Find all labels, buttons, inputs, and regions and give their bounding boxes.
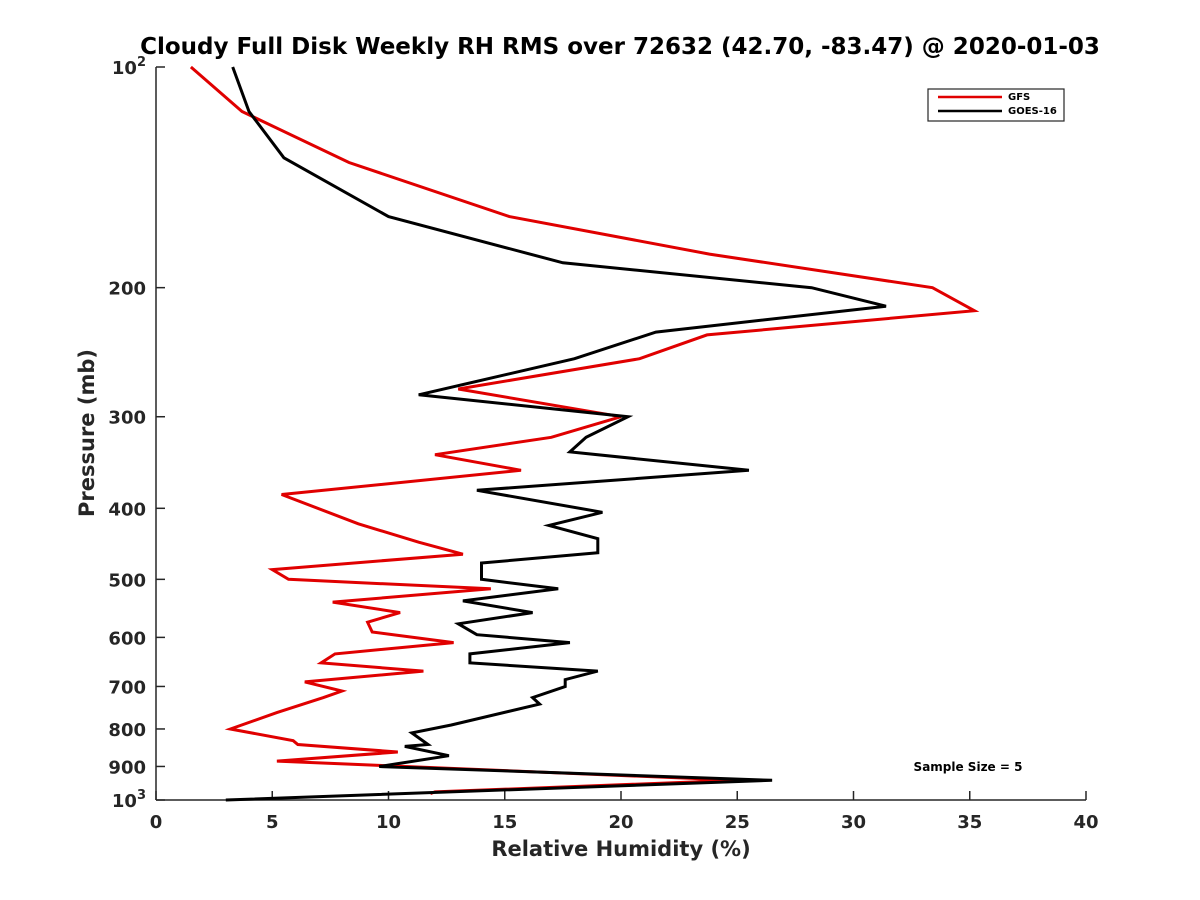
plot-area: 0 5 10 15 20 25 30 35 40 102 200 300 400 500 600 700 80… <box>108 55 1098 833</box>
y-tick-label: 400 <box>108 499 146 520</box>
x-tick-label: 10 <box>376 812 401 833</box>
sample-size-annotation: Sample Size = 5 <box>914 760 1023 774</box>
y-axis-label: Pressure (mb) <box>75 349 99 517</box>
x-axis-label: Relative Humidity (%) <box>491 837 750 861</box>
x-tick-label: 35 <box>957 812 982 833</box>
x-ticks: 0 5 10 15 20 25 30 35 40 <box>150 791 1099 833</box>
x-tick-label: 30 <box>841 812 866 833</box>
legend-label-gfs: GFS <box>1008 92 1030 103</box>
x-tick-label: 20 <box>608 812 633 833</box>
series-line-goes-16 <box>225 66 887 802</box>
x-tick-label: 25 <box>725 812 750 833</box>
y-tick-label: 200 <box>108 279 146 300</box>
y-tick-label: 700 <box>108 677 146 698</box>
y-tick-label: 900 <box>108 757 146 778</box>
chart-title: Cloudy Full Disk Weekly RH RMS over 7263… <box>140 34 1100 60</box>
series-line-gfs <box>189 65 980 796</box>
y-tick-label: 500 <box>108 570 146 591</box>
legend-label-goes-16: GOES-16 <box>1008 106 1057 117</box>
x-tick-label: 0 <box>150 812 163 833</box>
x-tick-label: 5 <box>266 812 279 833</box>
y-tick-label: 800 <box>108 720 146 741</box>
y-tick-label: 600 <box>108 628 146 649</box>
legend-box <box>927 88 1065 122</box>
y-tick-label: 300 <box>108 408 146 429</box>
legend: GFS GOES-16 <box>927 88 1065 122</box>
series-lines <box>189 65 980 802</box>
x-tick-label: 15 <box>492 812 517 833</box>
y-ticks: 102 200 300 400 500 600 700 800 900 103 <box>108 55 165 812</box>
x-tick-label: 40 <box>1073 812 1098 833</box>
y-tick-label: 103 <box>112 788 146 812</box>
y-tick-label: 102 <box>112 55 146 79</box>
